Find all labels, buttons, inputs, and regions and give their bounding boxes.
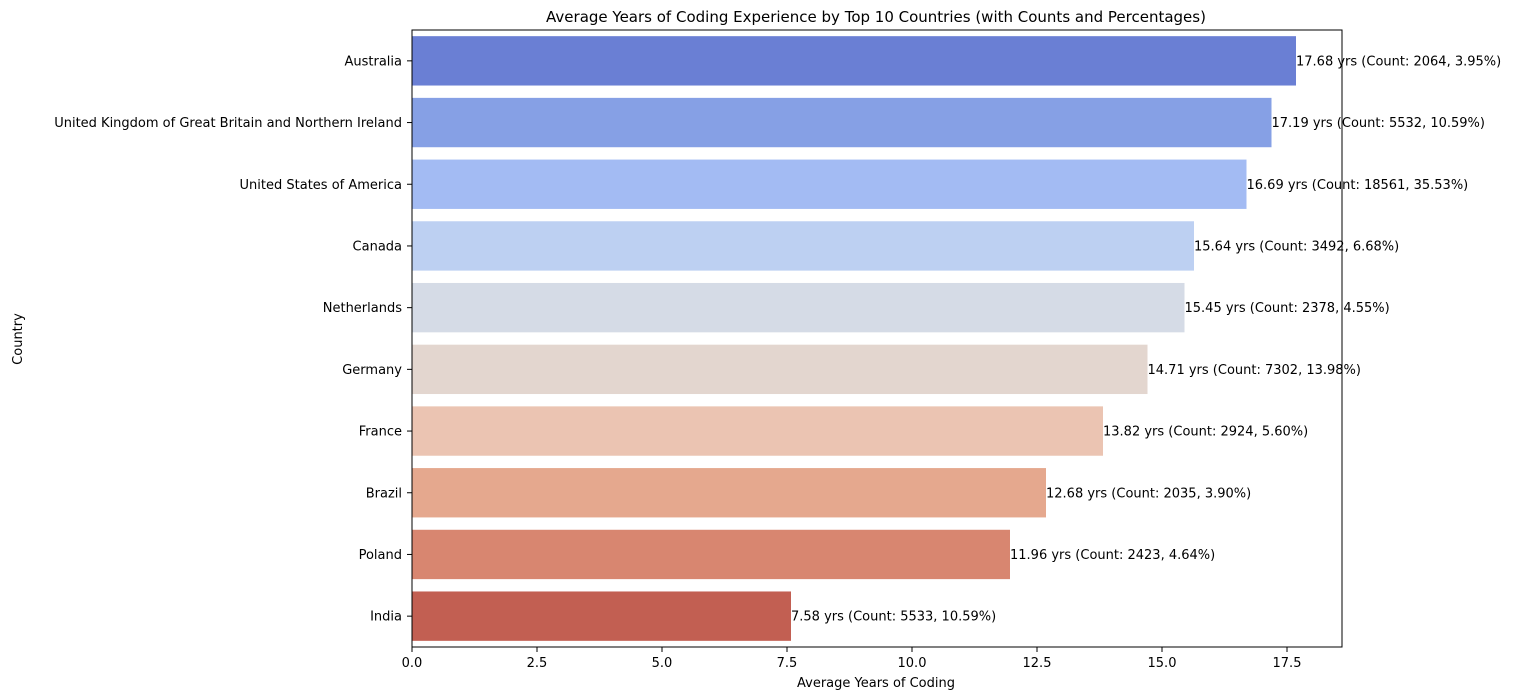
- y-tick-label: France: [359, 425, 402, 440]
- data-label: 12.68 yrs (Count: 2035, 3.90%): [1046, 486, 1251, 501]
- y-tick-layer: Australia United Kingdom of Great Britain…: [54, 54, 412, 625]
- data-label: 11.96 yrs (Count: 2423, 4.64%): [1010, 548, 1215, 563]
- data-labels-layer: 17.68 yrs (Count: 2064, 3.95%) 17.19 yrs …: [791, 54, 1501, 624]
- y-tick-label: Poland: [359, 548, 402, 563]
- plot-frame: [411, 29, 1343, 648]
- data-label: 15.64 yrs (Count: 3492, 6.68%): [1194, 239, 1399, 254]
- x-tick-label: 0.0: [402, 656, 423, 671]
- y-tick-label: Australia: [344, 54, 402, 69]
- bar: [412, 468, 1046, 518]
- bar: [412, 591, 791, 641]
- x-axis-label: Average Years of Coding: [797, 676, 955, 691]
- x-tick-label: 7.5: [777, 656, 798, 671]
- x-tick-label: 2.5: [527, 656, 548, 671]
- bar: [412, 406, 1103, 456]
- y-tick-label: Brazil: [366, 486, 402, 501]
- bar: [412, 159, 1247, 209]
- bar: [412, 36, 1296, 86]
- x-tick-label: 10.0: [898, 656, 927, 671]
- data-label: 13.82 yrs (Count: 2924, 5.60%): [1103, 425, 1308, 440]
- data-label: 17.68 yrs (Count: 2064, 3.95%): [1296, 54, 1501, 69]
- x-tick-label: 12.5: [1023, 656, 1052, 671]
- data-label: 7.58 yrs (Count: 5533, 10.59%): [791, 610, 996, 625]
- bars-layer: [412, 36, 1296, 641]
- x-tick-label: 17.5: [1273, 656, 1302, 671]
- data-label: 14.71 yrs (Count: 7302, 13.98%): [1148, 363, 1361, 378]
- y-tick-label: United Kingdom of Great Britain and Nort…: [54, 116, 402, 131]
- data-label: 16.69 yrs (Count: 18561, 35.53%): [1247, 178, 1469, 193]
- y-tick-label: United States of America: [240, 178, 402, 193]
- x-tick-layer: 0.0 2.5 5.0 7.5 10.0 12.5 15.0 17.5: [402, 647, 1302, 671]
- x-tick-label: 15.0: [1148, 656, 1177, 671]
- y-tick-label: Germany: [342, 363, 402, 378]
- bar: [412, 282, 1185, 333]
- bar: [412, 529, 1010, 580]
- y-tick-label: Canada: [353, 239, 402, 254]
- y-tick-label: India: [370, 610, 402, 625]
- chart-title: Average Years of Coding Experience by To…: [546, 8, 1206, 26]
- bar: [412, 344, 1148, 395]
- x-tick-label: 5.0: [652, 656, 673, 671]
- bar: [412, 97, 1272, 148]
- data-label: 17.19 yrs (Count: 5532, 10.59%): [1272, 116, 1485, 131]
- y-tick-label: Netherlands: [323, 301, 402, 316]
- data-label: 15.45 yrs (Count: 2378, 4.55%): [1185, 301, 1390, 316]
- y-axis-label: Country: [11, 313, 26, 365]
- bar: [412, 221, 1194, 271]
